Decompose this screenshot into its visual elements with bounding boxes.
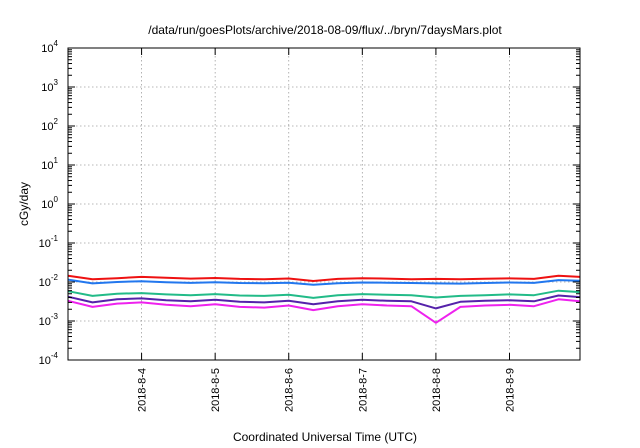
series-line [67,278,581,286]
y-tick-label: 103 [41,78,58,94]
series-lines [67,274,581,324]
axis-ticks [68,47,580,361]
series-line [67,274,581,282]
grid [68,48,580,360]
x-tick-label: 2018-8-6 [284,368,296,412]
x-tick-label: 2018-8-5 [210,368,222,412]
x-tick-labels: 2018-8-4 2018-8-5 2018-8-6 2018-8-7 2018-8-8… [137,368,517,412]
series-line [67,294,581,310]
y-axis-label: cGy/day [17,182,31,226]
y-tick-label: 104 [41,39,58,55]
y-tick-label: 102 [41,117,58,133]
x-tick-label: 2018-8-8 [431,368,443,412]
series-line [67,289,581,299]
x-tick-label: 2018-8-7 [357,368,369,412]
x-tick-label: 2018-8-9 [504,368,516,412]
x-tick-label: 2018-8-4 [137,368,149,412]
y-tick-label: 10-4 [39,351,59,367]
y-tick-label: 100 [41,195,58,211]
x-axis-label: Coordinated Universal Time (UTC) [233,430,417,444]
y-tick-label: 101 [41,156,58,172]
y-tick-labels: 10-4 10-3 10-2 10-1 100 101 102 103 104 [39,39,59,367]
y-tick-label: 10-2 [39,273,59,289]
y-tick-label: 10-3 [39,312,59,328]
chart-title: /data/run/goesPlots/archive/2018-08-09/f… [148,23,502,37]
y-tick-label: 10-1 [39,234,59,250]
series-line [67,298,581,324]
